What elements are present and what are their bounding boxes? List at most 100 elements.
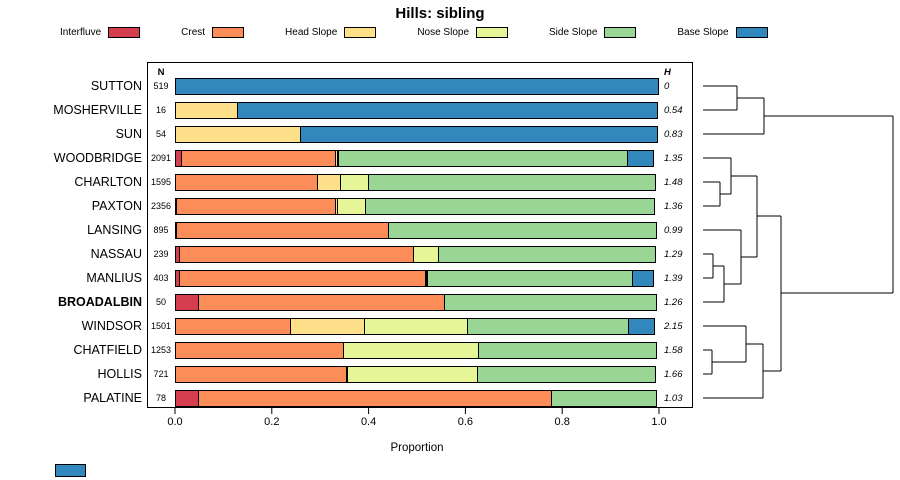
bar-segment-side-slope (388, 221, 657, 239)
n-value-palatine: 78 (155, 393, 166, 403)
row-label-paxton: PAXTON (91, 199, 142, 213)
n-value-charlton: 1595 (150, 177, 172, 187)
legend-swatch-head-slope (344, 27, 377, 38)
h-value-windsor: 2.15 (664, 321, 683, 332)
plot-frame (147, 62, 693, 408)
bar-segment-base-slope (236, 101, 658, 119)
bar-segment-base-slope (632, 269, 654, 287)
legend-label: Head Slope (285, 27, 338, 38)
bar-chatfield (175, 341, 657, 359)
bar-sutton (175, 77, 659, 95)
legend-swatch-interfluve (108, 27, 141, 38)
bar-segment-side-slope (550, 389, 657, 407)
legend-label: Interfluve (60, 27, 102, 38)
x-tick-label-0.2: 0.2 (264, 416, 280, 428)
n-value-mosherville: 16 (155, 105, 166, 115)
bar-windsor (175, 317, 655, 335)
h-value-woodbridge: 1.35 (664, 153, 683, 164)
row-label-chatfield: CHATFIELD (73, 343, 142, 357)
legend-item-side-slope: Side Slope (549, 27, 637, 38)
row-label-palatine: PALATINE (83, 391, 142, 405)
row-label-charlton: CHARLTON (74, 175, 142, 189)
legend-item-head-slope: Head Slope (285, 27, 377, 38)
row-label-windsor: WINDSOR (81, 319, 142, 333)
row-label-sutton: SUTTON (90, 79, 142, 93)
row-label-broadalbin: BROADALBIN (57, 295, 142, 309)
bar-mosherville (175, 101, 658, 119)
bar-segment-base-slope (175, 77, 659, 95)
legend-swatch-side-slope (604, 27, 637, 38)
n-value-broadalbin: 50 (155, 297, 166, 307)
legend-item-crest: Crest (181, 27, 245, 38)
row-label-sun: SUN (115, 127, 142, 141)
legend-item-nose-slope: Nose Slope (417, 27, 509, 38)
row-label-lansing: LANSING (87, 223, 142, 237)
h-value-lansing: 0.99 (664, 225, 683, 236)
x-tick-label-1.0: 1.0 (651, 416, 667, 428)
h-value-charlton: 1.48 (664, 177, 683, 188)
chart-title: Hills: sibling (395, 5, 485, 22)
bar-palatine (175, 389, 657, 407)
x-tick-label-0.6: 0.6 (457, 416, 474, 428)
bar-segment-side-slope (476, 365, 656, 383)
n-value-nassau: 239 (153, 249, 169, 259)
bar-broadalbin (175, 293, 657, 311)
x-tick-label-0.8: 0.8 (554, 416, 570, 428)
legend-item-interfluve: Interfluve (60, 27, 141, 38)
h-value-palatine: 1.03 (664, 393, 683, 404)
n-value-sutton: 519 (153, 81, 169, 91)
n-value-chatfield: 1253 (150, 345, 172, 355)
row-label-nassau: NASSAU (90, 247, 142, 261)
bar-segment-base-slope (628, 317, 655, 335)
h-value-sun: 0.83 (664, 129, 683, 140)
h-value-broadalbin: 1.26 (664, 297, 683, 308)
h-value-mosherville: 0.54 (664, 105, 683, 116)
bottom-left-blue-box (55, 464, 86, 477)
n-column-header: N (157, 67, 165, 78)
legend-swatch-base-slope (735, 27, 768, 38)
row-label-hollis: HOLLIS (97, 367, 142, 381)
x-tick-label-0.0: 0.0 (167, 416, 183, 428)
bar-segment-side-slope (367, 173, 656, 191)
h-value-hollis: 1.66 (664, 369, 683, 380)
x-tick-label-0.4: 0.4 (360, 416, 377, 428)
bar-sun (175, 125, 658, 143)
row-label-manlius: MANLIUS (86, 271, 142, 285)
h-value-manlius: 1.39 (664, 273, 683, 284)
bar-manlius (175, 269, 654, 287)
n-value-manlius: 403 (153, 273, 169, 283)
bar-segment-side-slope (477, 341, 657, 359)
row-label-mosherville: MOSHERVILLE (53, 103, 142, 117)
n-value-woodbridge: 2091 (150, 153, 172, 163)
h-value-chatfield: 1.58 (664, 345, 683, 356)
h-value-sutton: 0 (664, 81, 670, 92)
bar-woodbridge (175, 149, 654, 167)
legend-label: Base Slope (677, 27, 729, 38)
legend-label: Nose Slope (417, 27, 470, 38)
h-value-paxton: 1.36 (664, 201, 683, 212)
bar-segment-side-slope (444, 293, 657, 311)
x-axis-title: Proportion (390, 442, 444, 454)
bar-paxton (175, 197, 655, 215)
row-label-woodbridge: WOODBRIDGE (53, 151, 142, 165)
bar-segment-base-slope (627, 149, 654, 167)
legend: Interfluve Crest Head Slope Nose Slope Side … (60, 27, 768, 38)
n-value-paxton: 2356 (150, 201, 172, 211)
n-value-lansing: 895 (153, 225, 169, 235)
h-column-header: H (664, 67, 671, 78)
n-value-sun: 54 (155, 129, 166, 139)
legend-label: Crest (181, 27, 206, 38)
bar-hollis (175, 365, 656, 383)
legend-label: Side Slope (549, 27, 598, 38)
n-value-hollis: 721 (153, 369, 169, 379)
h-value-nassau: 1.29 (664, 249, 683, 260)
bar-segment-base-slope (299, 125, 658, 143)
bar-lansing (175, 221, 657, 239)
bar-segment-side-slope (438, 245, 656, 263)
legend-swatch-nose-slope (476, 27, 509, 38)
legend-swatch-crest (212, 27, 245, 38)
bar-segment-side-slope (364, 197, 655, 215)
